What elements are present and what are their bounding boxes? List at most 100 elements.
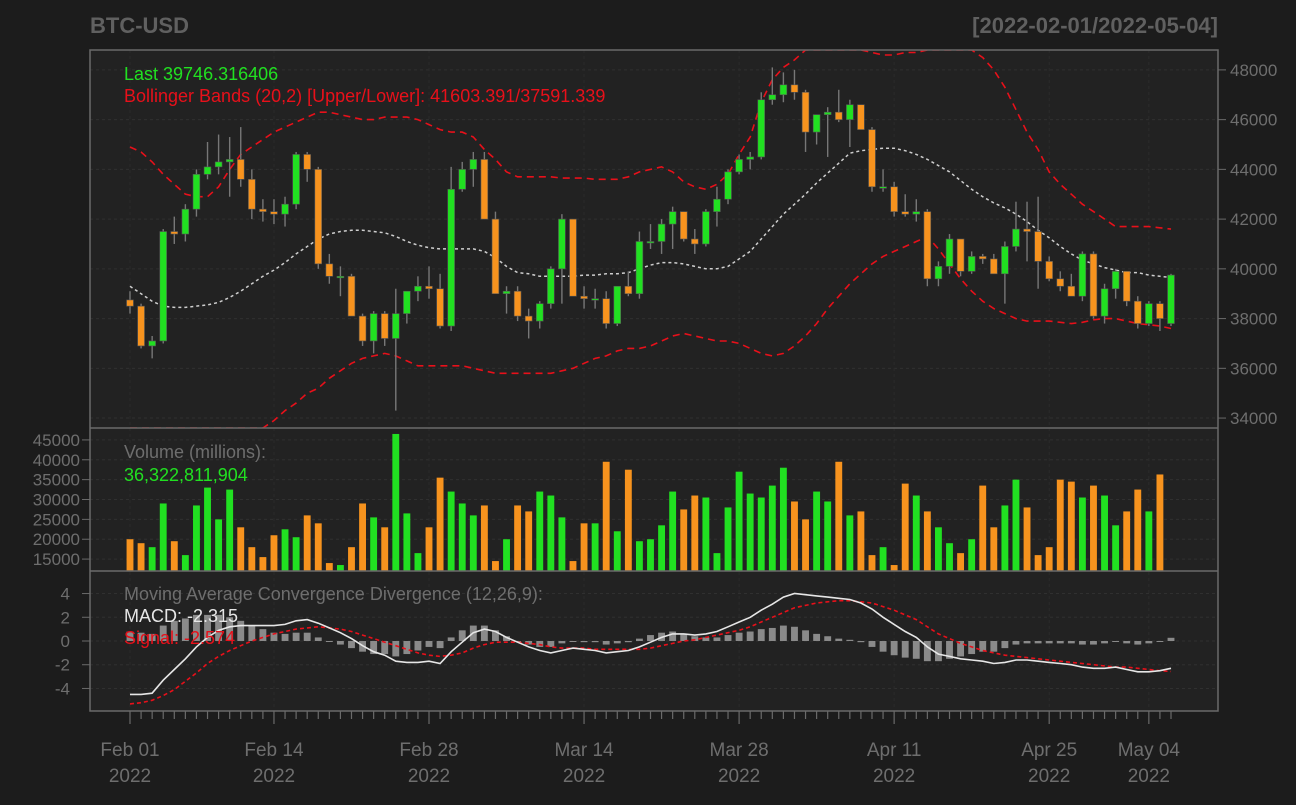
candle-down [1122, 271, 1131, 302]
candle-up [1111, 271, 1120, 290]
macd-hist-bar [647, 635, 654, 641]
volume-bar [835, 461, 843, 571]
volume-bar [691, 495, 699, 571]
volume-bar [270, 535, 278, 571]
volume-bar [1078, 497, 1086, 571]
volume-bar [802, 519, 809, 571]
candlesticks [126, 67, 1175, 411]
volume-bar [1101, 495, 1108, 571]
candle-down [580, 295, 588, 299]
price-tick-label: 38000 [1230, 310, 1277, 329]
candle-down [170, 231, 179, 235]
macd-hist-bar [1045, 641, 1053, 644]
volume-tick-label: 15000 [33, 550, 80, 569]
candle-up [934, 266, 943, 280]
volume-bar [1090, 485, 1097, 571]
macd-tick-label: -2 [55, 656, 70, 675]
volume-bar [348, 547, 355, 571]
macd-hist-bar [126, 631, 134, 641]
candle-up [967, 256, 976, 272]
volume-bar [170, 541, 178, 571]
volume-bar [425, 527, 433, 571]
candle-up [292, 154, 300, 205]
volume-bar [1023, 507, 1031, 571]
candle-up [591, 298, 599, 301]
macd-hist-bar [1012, 641, 1020, 645]
volume-bar [779, 467, 787, 571]
volume-bar [1145, 511, 1153, 571]
candle-down [270, 211, 278, 215]
macd-tick-label: -4 [55, 679, 70, 698]
volume-tick-label: 30000 [33, 491, 80, 510]
candle-down [480, 159, 489, 220]
macd-hist-bar [1123, 641, 1131, 644]
macd-hist-bar [1134, 641, 1142, 645]
macd-hist-bar [458, 630, 466, 641]
volume-bar [1012, 479, 1020, 571]
volume-bar [591, 523, 599, 571]
volume-bar [281, 529, 289, 571]
candle-up [1078, 253, 1087, 297]
price-tick-label: 36000 [1230, 359, 1277, 378]
candle-up [336, 276, 345, 279]
volume-bar [480, 505, 488, 571]
volume-bar [237, 527, 245, 571]
volume-bar [1112, 525, 1120, 571]
volume-tick-label: 20000 [33, 530, 80, 549]
candle-up [281, 203, 289, 215]
volume-bar [702, 497, 710, 571]
volume-bar [336, 565, 344, 571]
volume-bar [137, 543, 145, 571]
candle-down [347, 276, 356, 317]
macd-hist-bar [170, 620, 178, 641]
candle-up [1001, 246, 1009, 275]
candle-up [779, 84, 788, 96]
macd-hist-bar [669, 631, 677, 641]
bb-lower-line [130, 235, 1172, 428]
candle-up [458, 169, 466, 190]
candle-up [879, 186, 887, 189]
macd-hist-bar [890, 641, 898, 656]
macd-hist-bar [348, 641, 355, 649]
candle-up [1167, 274, 1175, 324]
candle-up [392, 313, 400, 339]
volume-bar [791, 501, 798, 571]
x-tick-label: Apr 11 [867, 740, 922, 761]
volume-bar [569, 561, 577, 571]
volume-bar [181, 555, 189, 571]
volume-bar [1001, 505, 1009, 571]
bb-upper-line [129, 50, 1172, 230]
bollinger-bands [129, 50, 1172, 428]
macd-hist-bar [946, 641, 953, 659]
macd-hist-bar [635, 638, 643, 641]
volume-bar [912, 495, 920, 571]
volume-bar [248, 547, 256, 571]
candle-up [724, 171, 732, 200]
macd-hist-bar [1156, 641, 1164, 642]
candle-down [248, 179, 256, 210]
volume-tick-label: 45000 [33, 431, 80, 450]
volume-bar [879, 547, 887, 571]
macd-hist-bar [480, 625, 488, 641]
price-tick-label: 46000 [1230, 111, 1277, 130]
candle-up [945, 238, 954, 267]
volume-bar [325, 563, 333, 571]
candle-up [1145, 303, 1153, 324]
macd-tick-label: 4 [61, 585, 70, 604]
macd-hist-bar [303, 632, 311, 641]
macd-hist-bar [193, 614, 200, 641]
volume-tick-label: 40000 [33, 451, 80, 470]
candle-up [635, 241, 644, 295]
volume-bar [215, 519, 223, 571]
volume-bar [458, 503, 466, 571]
volume-bar [735, 471, 743, 571]
volume-tick-label: 35000 [33, 471, 80, 490]
volume-bar [303, 515, 311, 571]
candle-down [868, 129, 876, 188]
price-tick-label: 42000 [1230, 210, 1277, 229]
volume-bar [436, 477, 444, 571]
candle-down [602, 298, 610, 324]
candle-down [1134, 300, 1142, 324]
volume-bar [613, 531, 621, 571]
macd-hist-bar [957, 641, 965, 657]
